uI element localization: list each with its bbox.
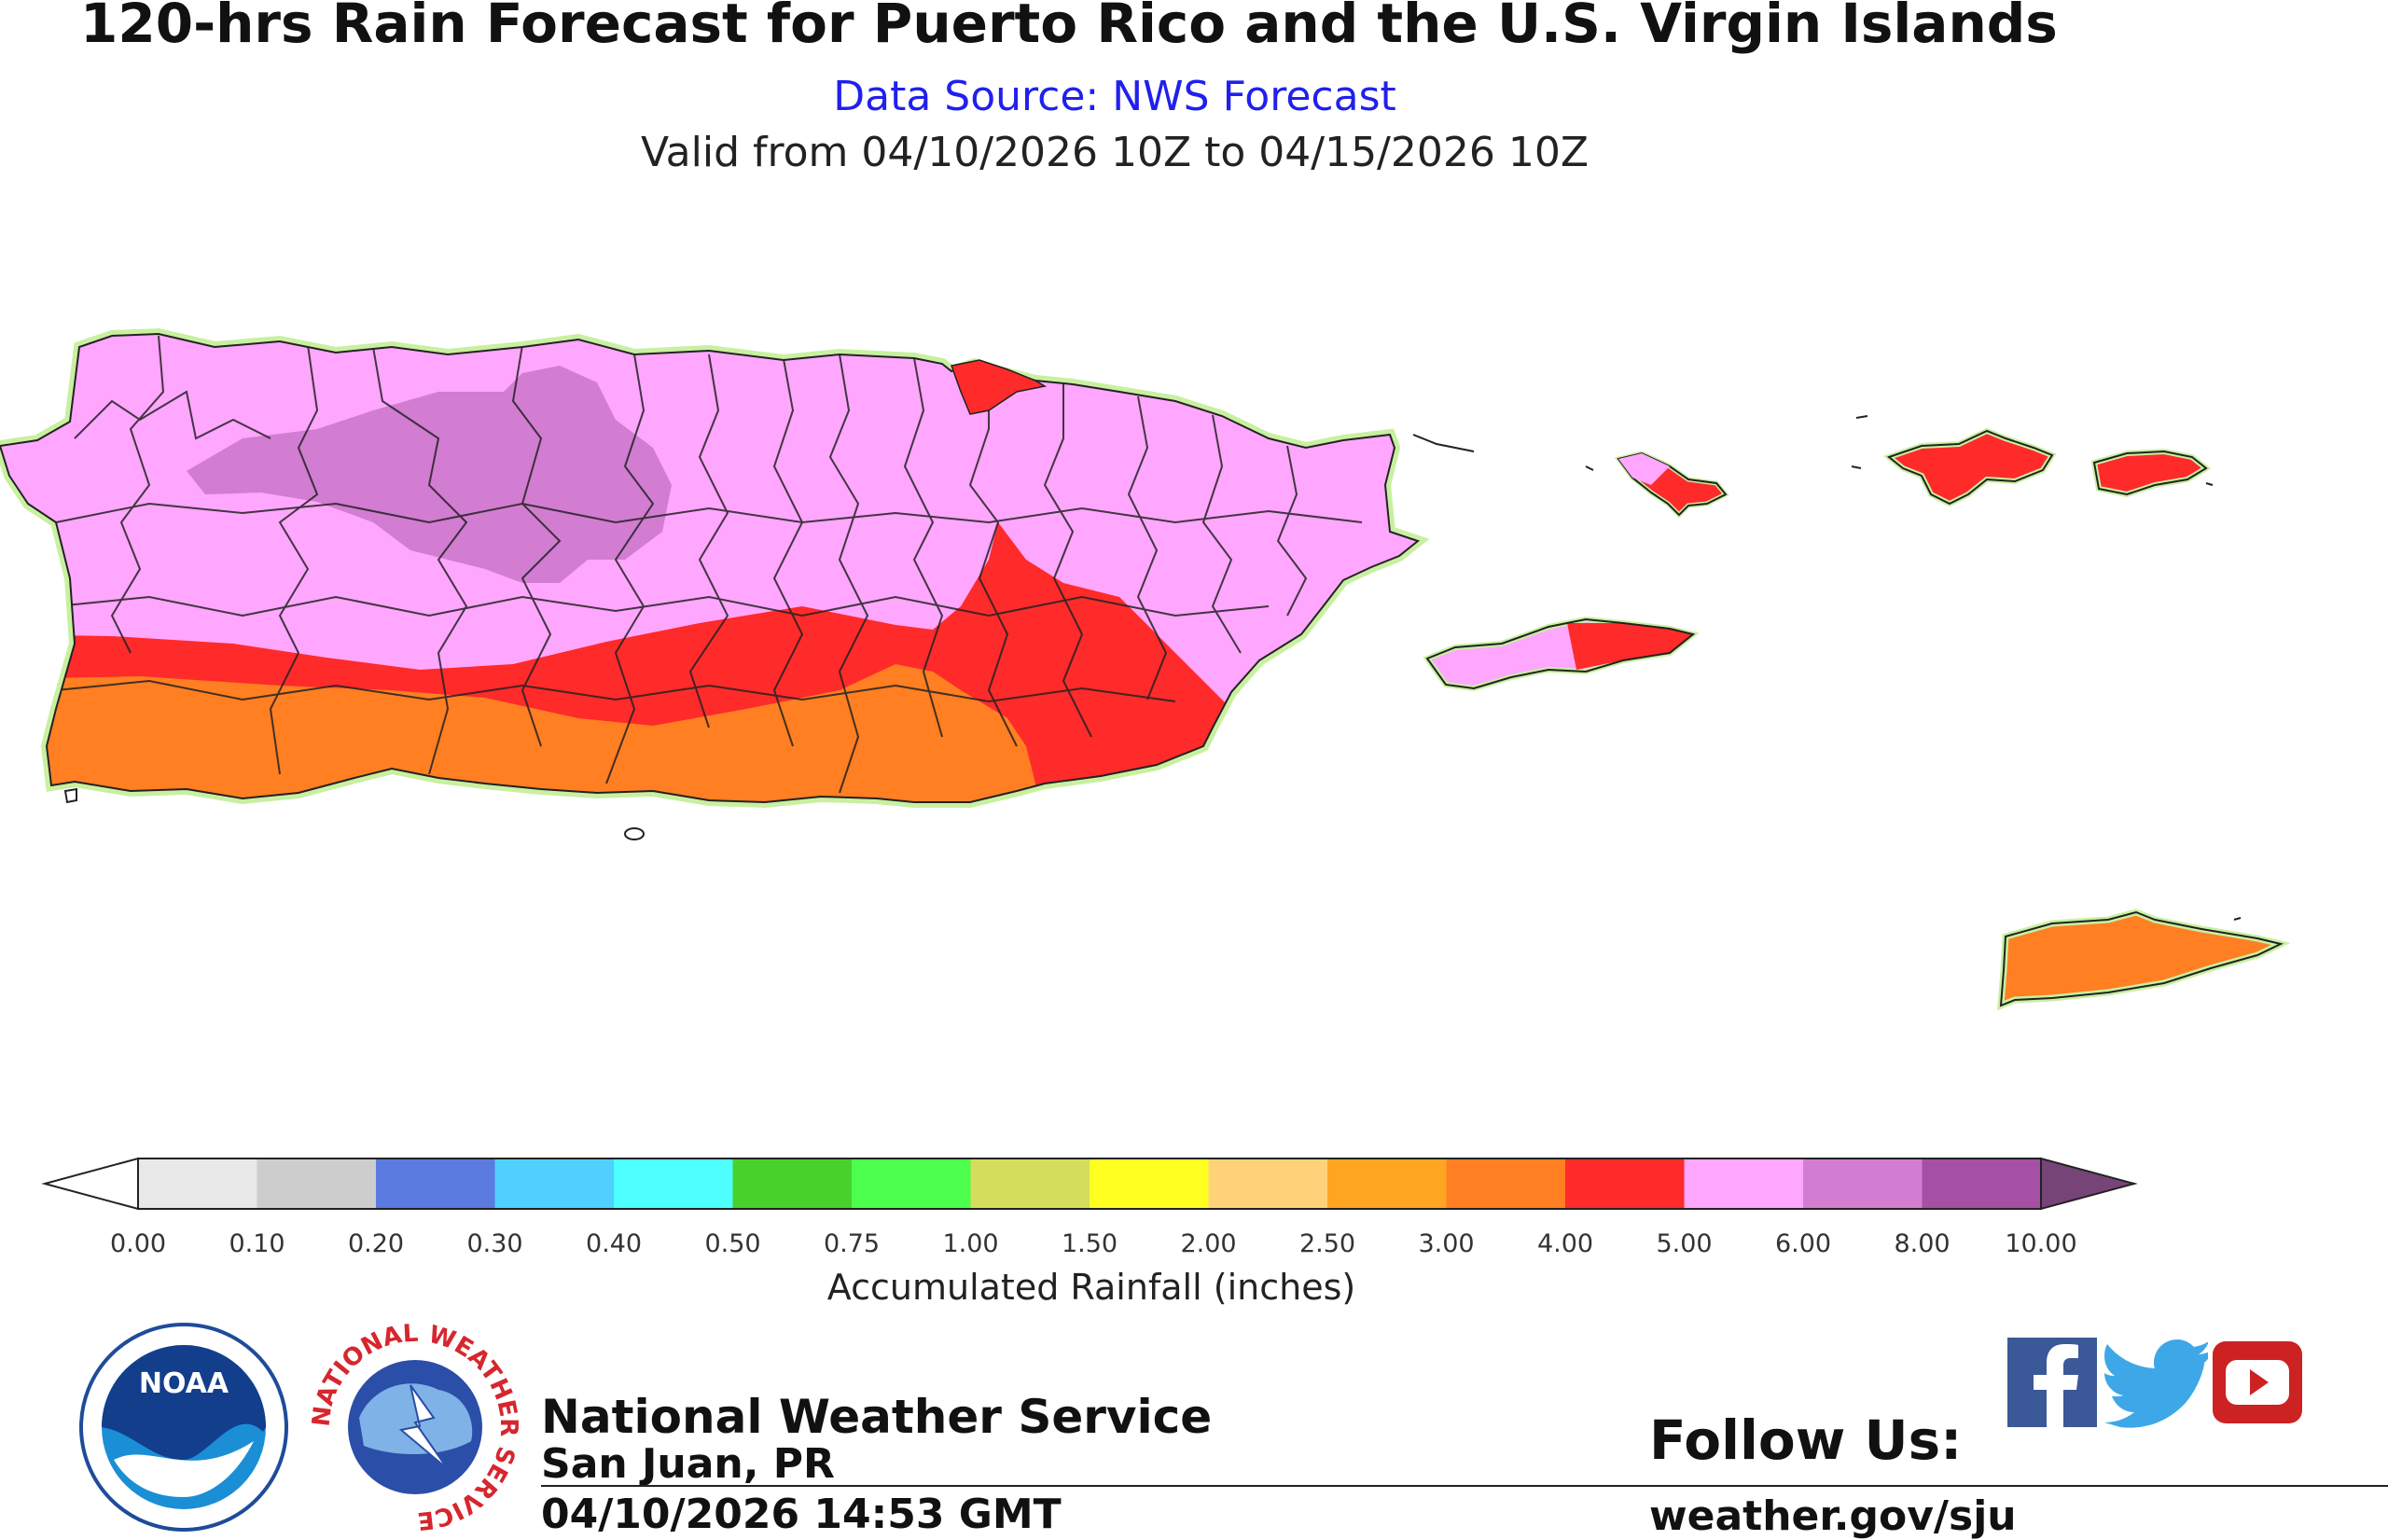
colorbar-tick-label: 1.50 — [1061, 1229, 1118, 1258]
colorbar-tick-label: 4.00 — [1536, 1229, 1594, 1258]
colorbar-segment — [257, 1158, 377, 1209]
nws-org: National Weather Service — [541, 1390, 1213, 1444]
colorbar-segment — [732, 1158, 853, 1209]
nws-logo: NATIONAL WEATHER SERVICE — [308, 1320, 522, 1534]
colorbar-tick-label: 0.10 — [229, 1229, 285, 1258]
colorbar-tick-label: 0.20 — [347, 1229, 405, 1258]
facebook-icon[interactable] — [2006, 1336, 2099, 1429]
colorbar-tick-label: 2.50 — [1298, 1229, 1356, 1258]
colorbar-tick-label: 0.40 — [585, 1229, 643, 1258]
colorbar-segment — [1803, 1158, 1923, 1209]
colorbar-segment — [1208, 1158, 1328, 1209]
colorbar-tick-label: 0.75 — [823, 1229, 881, 1258]
colorbar-tick-label: 6.00 — [1774, 1229, 1832, 1258]
colorbar-segment — [138, 1158, 257, 1209]
twitter-icon[interactable] — [2103, 1336, 2208, 1429]
noaa-text: NOAA — [139, 1367, 229, 1400]
colorbar-title: Accumulated Rainfall (inches) — [826, 1267, 1356, 1308]
colorbar-segment — [970, 1158, 1090, 1209]
issue-timestamp: 04/10/2026 14:53 GMT — [541, 1491, 1062, 1538]
small-islet — [624, 827, 645, 840]
colorbar-segment — [1684, 1158, 1804, 1209]
data-source: Data Source: NWS Forecast — [833, 73, 1396, 120]
colorbar-segment — [852, 1158, 971, 1209]
map-title: 120-hrs Rain Forecast for Puerto Rico an… — [80, 0, 2058, 55]
colorbar-tick-label: 0.30 — [466, 1229, 523, 1258]
small-cays — [1412, 415, 2242, 921]
follow-us-label: Follow Us: — [1649, 1408, 1963, 1472]
colorbar-tick-label: 3.00 — [1418, 1229, 1475, 1258]
colorbar-segment — [1922, 1158, 2042, 1209]
noaa-logo: NOAA — [79, 1323, 288, 1532]
san-juan-red-patch — [951, 359, 1048, 415]
colorbar-tick-label: 5.00 — [1656, 1229, 1713, 1258]
colorbar-segment — [376, 1158, 495, 1209]
colorbar-tick-label: 1.00 — [942, 1229, 999, 1258]
islet-west — [63, 787, 77, 804]
nws-office: San Juan, PR — [541, 1440, 835, 1488]
municipal-borders — [55, 335, 1363, 794]
youtube-icon[interactable] — [2211, 1336, 2304, 1429]
colorbar-under-arrow — [41, 1157, 139, 1211]
valid-period: Valid from 04/10/2026 10Z to 04/15/2026 … — [641, 129, 1589, 176]
colorbar-tick-label: 8.00 — [1894, 1229, 1951, 1258]
colorbar-tick-label: 2.00 — [1180, 1229, 1237, 1258]
website-link[interactable]: weather.gov/sju — [1649, 1492, 2017, 1540]
colorbar-tick-label: 10.00 — [2005, 1229, 2077, 1258]
colorbar-over-arrow — [2040, 1157, 2138, 1211]
colorbar-tick-label: 0.00 — [109, 1229, 167, 1258]
rainfall-map — [0, 308, 2291, 1011]
colorbar-segment — [1446, 1158, 1566, 1209]
colorbar-segment — [614, 1158, 733, 1209]
colorbar — [41, 1157, 2138, 1211]
pr-orange-area — [0, 664, 1035, 802]
footer-divider — [541, 1485, 2388, 1487]
colorbar-tick-label: 0.50 — [704, 1229, 761, 1258]
pr-purple-area — [187, 366, 672, 583]
colorbar-segment — [1327, 1158, 1447, 1209]
colorbar-segment — [494, 1158, 615, 1209]
colorbar-segment — [1090, 1158, 1209, 1209]
colorbar-segment — [1565, 1158, 1685, 1209]
